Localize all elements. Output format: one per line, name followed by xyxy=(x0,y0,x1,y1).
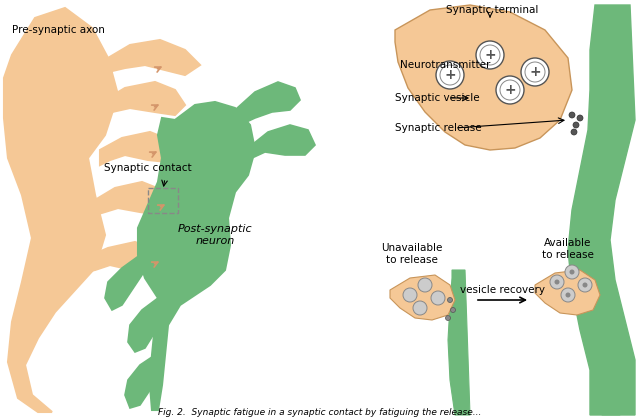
Circle shape xyxy=(561,288,575,302)
Polygon shape xyxy=(448,270,470,415)
Polygon shape xyxy=(95,182,170,215)
Circle shape xyxy=(445,315,451,320)
Polygon shape xyxy=(390,275,455,320)
Polygon shape xyxy=(105,82,185,115)
Polygon shape xyxy=(595,265,620,415)
Circle shape xyxy=(582,283,588,288)
Text: Available
to release: Available to release xyxy=(542,239,594,260)
Polygon shape xyxy=(100,132,178,165)
Text: +: + xyxy=(529,65,541,79)
Polygon shape xyxy=(568,5,635,415)
Circle shape xyxy=(436,61,464,89)
Text: +: + xyxy=(444,68,456,82)
Circle shape xyxy=(521,58,549,86)
Polygon shape xyxy=(395,5,572,150)
Circle shape xyxy=(403,288,417,302)
Text: Unavailable
to release: Unavailable to release xyxy=(381,244,443,265)
Circle shape xyxy=(418,278,432,292)
Circle shape xyxy=(566,292,570,297)
Text: Synaptic vesicle: Synaptic vesicle xyxy=(395,93,479,103)
Polygon shape xyxy=(138,102,255,410)
Polygon shape xyxy=(4,8,118,412)
Polygon shape xyxy=(108,40,200,75)
Circle shape xyxy=(577,115,583,121)
Circle shape xyxy=(573,122,579,128)
Circle shape xyxy=(571,129,577,135)
Text: Synaptic terminal: Synaptic terminal xyxy=(446,5,538,15)
Circle shape xyxy=(570,270,575,275)
Circle shape xyxy=(578,278,592,292)
Polygon shape xyxy=(235,82,300,130)
Circle shape xyxy=(413,301,427,315)
Text: Fig. 2.  Synaptic fatigue in a synaptic contact by fatiguing the release...: Fig. 2. Synaptic fatigue in a synaptic c… xyxy=(158,407,482,417)
Text: Neurotransmitter: Neurotransmitter xyxy=(400,60,490,70)
Text: +: + xyxy=(504,83,516,97)
Circle shape xyxy=(496,76,524,104)
Circle shape xyxy=(431,291,445,305)
Circle shape xyxy=(565,265,579,279)
Circle shape xyxy=(569,112,575,118)
Text: Pre-synaptic axon: Pre-synaptic axon xyxy=(12,25,105,35)
Circle shape xyxy=(451,307,456,312)
Circle shape xyxy=(550,275,564,289)
Polygon shape xyxy=(128,298,165,352)
Circle shape xyxy=(554,279,559,284)
Text: Post-synaptic
neuron: Post-synaptic neuron xyxy=(178,224,252,246)
Polygon shape xyxy=(248,125,315,162)
Polygon shape xyxy=(535,270,600,315)
Circle shape xyxy=(476,41,504,69)
Polygon shape xyxy=(125,354,162,408)
Text: Synaptic release: Synaptic release xyxy=(395,123,482,133)
Text: Synaptic contact: Synaptic contact xyxy=(104,163,192,173)
Text: +: + xyxy=(484,48,496,62)
Polygon shape xyxy=(105,255,148,310)
Circle shape xyxy=(447,297,452,302)
Polygon shape xyxy=(85,242,162,272)
Text: vesicle recovery: vesicle recovery xyxy=(460,285,545,295)
